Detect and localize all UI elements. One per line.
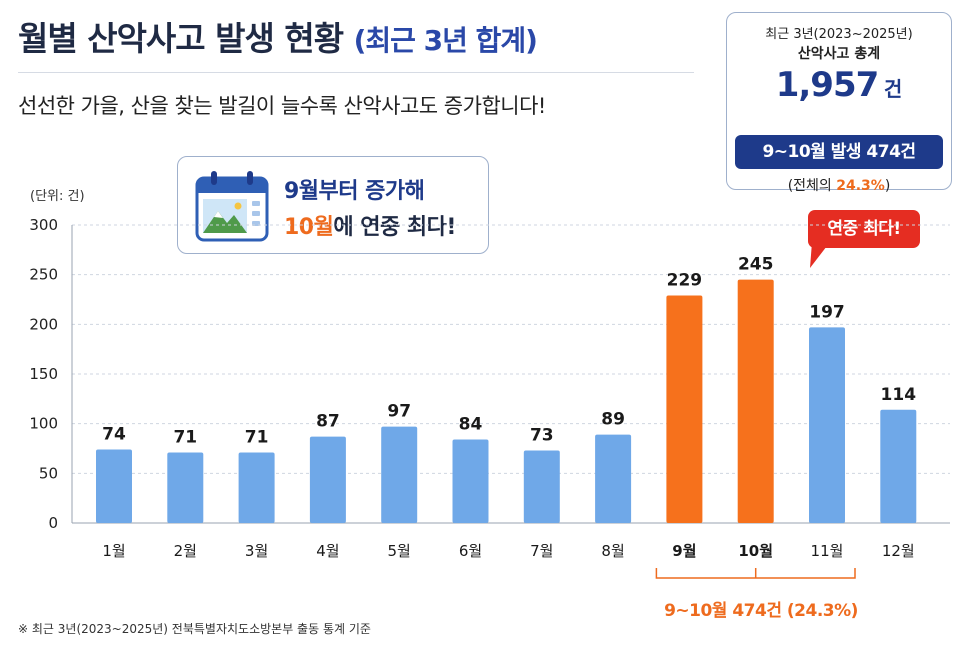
calendar-mountain-icon <box>195 171 269 242</box>
callout-line1: 9월부터 증가해 <box>284 179 425 204</box>
peak-bubble-tail <box>810 242 830 268</box>
bar-value-label: 71 <box>173 427 197 447</box>
share-suffix: ) <box>884 178 891 194</box>
bar-value-label: 97 <box>387 402 411 422</box>
unit-label: (단위: 건) <box>30 189 85 204</box>
y-tick-label: 150 <box>29 365 58 383</box>
bar-1 <box>96 449 132 523</box>
bar-9 <box>666 295 703 523</box>
bar-value-label: 73 <box>530 425 554 445</box>
bar-value-label: 71 <box>245 427 269 447</box>
x-tick-label: 2월 <box>174 542 197 560</box>
footnote: ※ 최근 3년(2023~2025년) 전북특별자치도소방본부 출동 통계 기준 <box>18 622 371 636</box>
callout-highlight: 10월 <box>284 215 334 240</box>
x-tick-label: 12월 <box>882 542 915 560</box>
share-value: 24.3% <box>836 178 885 194</box>
bar-value-label: 87 <box>316 412 340 432</box>
bar-6 <box>452 439 489 523</box>
bar-5 <box>381 426 418 523</box>
title-suffix: (최근 3년 합계) <box>353 24 538 57</box>
x-tick-label: 1월 <box>102 542 125 560</box>
x-tick-label: 4월 <box>316 542 339 560</box>
title-divider <box>18 72 694 73</box>
bar-10 <box>737 279 774 523</box>
share-prefix: (전체의 <box>787 178 837 194</box>
x-tick-label: 10월 <box>738 542 773 560</box>
page-title: 월별 산악사고 발생 현황 (최근 3년 합계) <box>18 12 538 60</box>
bar-12 <box>880 409 917 523</box>
summary-total: 1,957 건 <box>727 65 951 105</box>
y-tick-label: 50 <box>39 464 58 482</box>
callout-box: 9월부터 증가해 10월에 연중 최다! <box>177 156 489 254</box>
summary-share: (전체의 24.3%) <box>727 175 951 195</box>
bar-11 <box>809 327 845 523</box>
bar-value-label: 197 <box>809 302 845 322</box>
range-bracket <box>655 568 856 579</box>
bar-2 <box>167 452 204 523</box>
callout-rest: 에 연중 최다! <box>333 215 456 240</box>
x-tick-label: 3월 <box>245 542 268 560</box>
x-tick-label: 5월 <box>388 542 411 560</box>
callout-line2: 10월에 연중 최다! <box>284 209 456 241</box>
x-tick-label: 11월 <box>811 542 844 560</box>
bar-value-label: 89 <box>601 410 625 430</box>
title-text: 월별 산악사고 발생 현황 <box>18 19 344 58</box>
bar-value-label: 229 <box>667 271 703 291</box>
summary-box: 최근 3년(2023~2025년) 산악사고 총계 1,957 건 9~10월 … <box>726 12 952 194</box>
bar-3 <box>238 452 275 523</box>
bar-value-label: 84 <box>459 415 483 435</box>
x-tick-label: 6월 <box>459 542 482 560</box>
bar-value-label: 245 <box>738 255 774 275</box>
peak-bubble: 연중 최다! <box>808 210 920 248</box>
y-tick-label: 0 <box>48 514 58 532</box>
bar-value-label: 74 <box>102 424 126 444</box>
summary-total-value: 1,957 <box>775 65 880 105</box>
range-label: 9~10월 474건 (24.3%) <box>664 601 858 621</box>
bar-4 <box>309 436 346 523</box>
summary-badge: 9~10월 발생 474건 <box>735 135 943 169</box>
x-tick-label: 8월 <box>601 542 624 560</box>
bar-value-label: 114 <box>881 385 917 405</box>
y-tick-label: 200 <box>29 315 58 333</box>
x-tick-label: 7월 <box>530 542 553 560</box>
bar-8 <box>595 434 632 523</box>
x-tick-label: 9월 <box>672 542 696 560</box>
summary-total-unit: 건 <box>883 77 903 101</box>
page-subtitle: 선선한 가을, 산을 찾는 발길이 늘수록 산악사고도 증가합니다! <box>18 94 546 118</box>
y-tick-label: 100 <box>29 415 58 433</box>
summary-period: 최근 3년(2023~2025년) <box>765 27 913 42</box>
bar-7 <box>523 450 560 523</box>
y-tick-label: 300 <box>29 216 58 234</box>
summary-total-label: 산악사고 총계 <box>797 46 881 62</box>
y-tick-label: 250 <box>29 266 58 284</box>
